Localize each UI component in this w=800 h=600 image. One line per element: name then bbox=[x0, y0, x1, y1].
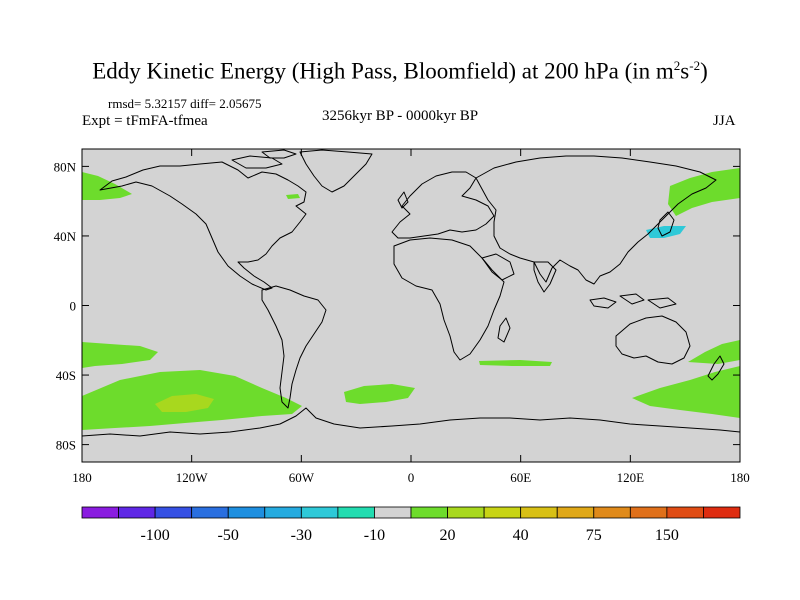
field-new-zealand-east bbox=[688, 340, 740, 364]
colorbar-swatch bbox=[520, 506, 558, 519]
coastlines bbox=[82, 149, 740, 437]
colorbar-swatch bbox=[374, 506, 412, 519]
colorbar-label: 40 bbox=[513, 527, 529, 544]
colorbar-swatch bbox=[154, 506, 193, 519]
colorbar-swatch bbox=[447, 506, 485, 519]
colorbar-swatch bbox=[556, 506, 595, 519]
field-north-pacific-west bbox=[82, 172, 132, 200]
colorbar-label: 75 bbox=[586, 527, 602, 544]
x-tick-label: 120W bbox=[176, 470, 209, 485]
field-hudson-small bbox=[286, 194, 300, 199]
colorbar: -100 -50 -30 -10 20 40 75 150 bbox=[81, 506, 741, 544]
y-tick-label: 80S bbox=[56, 438, 76, 453]
field-south-pacific-core bbox=[155, 394, 214, 412]
y-tick-label: 40S bbox=[56, 368, 76, 383]
y-tick-label: 40N bbox=[54, 229, 77, 244]
colorbar-swatch bbox=[118, 506, 156, 519]
x-tick-label: 60E bbox=[510, 470, 531, 485]
colorbar-label: -50 bbox=[218, 527, 239, 544]
colorbar-swatch bbox=[337, 506, 375, 519]
field-southwest-pacific bbox=[82, 342, 158, 368]
field-south-atlantic bbox=[344, 384, 415, 404]
x-tick-label: 0 bbox=[408, 470, 415, 485]
colorbar-swatch bbox=[483, 506, 522, 519]
colorbar-label: -100 bbox=[140, 527, 169, 544]
field-indian-ocean-strip bbox=[479, 360, 552, 366]
colorbar-label: 150 bbox=[655, 527, 679, 544]
anomaly-fields bbox=[82, 149, 740, 437]
x-tick-label: 180 bbox=[72, 470, 92, 485]
colorbar-swatch bbox=[593, 506, 631, 519]
field-japan-negative bbox=[646, 226, 686, 238]
colorbar-swatch bbox=[264, 506, 302, 519]
colorbar-label: 20 bbox=[440, 527, 456, 544]
x-tick-label: 120E bbox=[617, 470, 645, 485]
colorbar-swatch bbox=[300, 506, 339, 519]
x-tick-label: 180 bbox=[730, 470, 750, 485]
season-label: JJA bbox=[713, 113, 736, 129]
colorbar-swatch bbox=[410, 506, 448, 519]
axis-ticks: 180 120W 60W 0 60E 120E 180 80N 40N 0 40S 80S bbox=[54, 149, 750, 485]
y-tick-label: 80N bbox=[54, 159, 77, 174]
colorbar-swatch bbox=[191, 506, 229, 519]
y-tick-label: 0 bbox=[70, 299, 77, 314]
experiment-label: Expt = tFmFA-tfmea bbox=[82, 113, 208, 129]
colorbar-swatch bbox=[629, 506, 668, 519]
map-title: Eddy Kinetic Energy (High Pass, Bloomfie… bbox=[92, 58, 708, 84]
colorbar-label: -30 bbox=[291, 527, 312, 544]
colorbar-swatch bbox=[227, 506, 266, 519]
colorbar-swatch bbox=[666, 506, 704, 519]
period-label: 3256kyr BP - 0000kyr BP bbox=[321, 108, 479, 124]
stats-label: rmsd= 5.32157 diff= 2.05675 bbox=[108, 96, 262, 111]
colorbar-swatch bbox=[81, 506, 119, 519]
colorbar-label: -10 bbox=[364, 527, 385, 544]
colorbar-swatch bbox=[703, 506, 741, 519]
x-tick-label: 60W bbox=[289, 470, 315, 485]
field-north-pacific-east bbox=[668, 168, 740, 216]
